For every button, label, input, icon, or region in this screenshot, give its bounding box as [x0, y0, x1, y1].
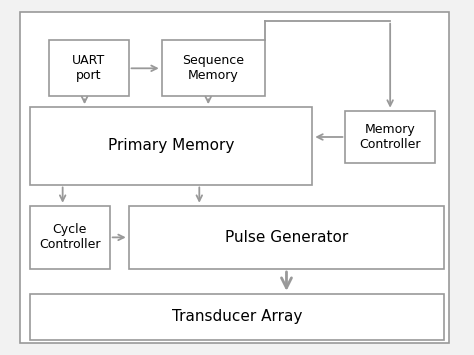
Text: Memory
Controller: Memory Controller [359, 123, 421, 151]
FancyBboxPatch shape [128, 206, 444, 269]
Text: Sequence
Memory: Sequence Memory [182, 54, 245, 82]
Text: Transducer Array: Transducer Array [172, 309, 302, 324]
FancyBboxPatch shape [30, 294, 444, 339]
FancyBboxPatch shape [48, 40, 128, 97]
FancyBboxPatch shape [20, 12, 449, 343]
FancyBboxPatch shape [162, 40, 265, 97]
Text: Cycle
Controller: Cycle Controller [39, 223, 100, 251]
Text: Primary Memory: Primary Memory [108, 138, 234, 153]
FancyBboxPatch shape [30, 206, 110, 269]
Text: Pulse Generator: Pulse Generator [225, 230, 348, 245]
FancyBboxPatch shape [30, 107, 312, 185]
FancyBboxPatch shape [346, 110, 435, 163]
Text: UART
port: UART port [72, 54, 105, 82]
